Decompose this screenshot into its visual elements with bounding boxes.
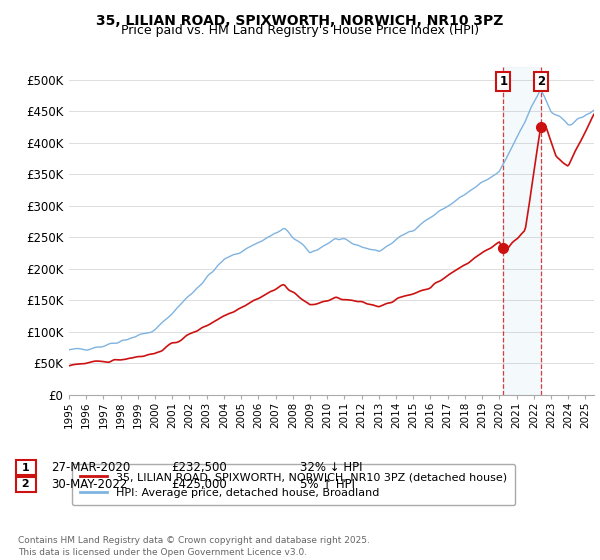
Legend: 35, LILIAN ROAD, SPIXWORTH, NORWICH, NR10 3PZ (detached house), HPI: Average pri: 35, LILIAN ROAD, SPIXWORTH, NORWICH, NR1… <box>72 464 515 505</box>
Bar <box>503 67 541 395</box>
Text: 32% ↓ HPI: 32% ↓ HPI <box>300 461 362 474</box>
Text: Price paid vs. HM Land Registry's House Price Index (HPI): Price paid vs. HM Land Registry's House … <box>121 24 479 38</box>
Text: £425,000: £425,000 <box>171 478 227 491</box>
Text: 30-MAY-2022: 30-MAY-2022 <box>51 478 127 491</box>
Text: 27-MAR-2020: 27-MAR-2020 <box>51 461 130 474</box>
Text: 35, LILIAN ROAD, SPIXWORTH, NORWICH, NR10 3PZ: 35, LILIAN ROAD, SPIXWORTH, NORWICH, NR1… <box>97 14 503 28</box>
Text: 1: 1 <box>18 463 34 473</box>
Text: 5% ↑ HPI: 5% ↑ HPI <box>300 478 355 491</box>
Text: Contains HM Land Registry data © Crown copyright and database right 2025.
This d: Contains HM Land Registry data © Crown c… <box>18 536 370 557</box>
Text: 2: 2 <box>537 74 545 87</box>
Text: £232,500: £232,500 <box>171 461 227 474</box>
Text: 2: 2 <box>18 479 34 489</box>
Text: 1: 1 <box>499 74 508 87</box>
